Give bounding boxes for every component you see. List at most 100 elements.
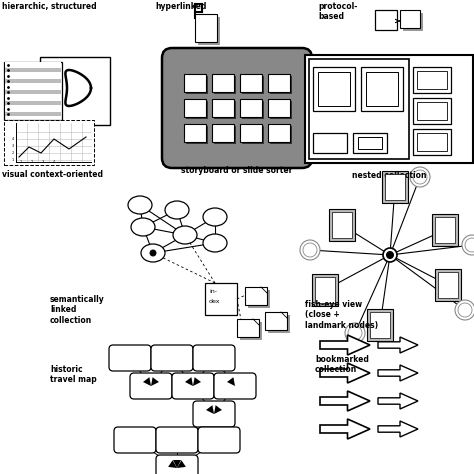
FancyBboxPatch shape xyxy=(151,345,193,371)
FancyBboxPatch shape xyxy=(353,133,387,153)
FancyBboxPatch shape xyxy=(268,315,290,333)
FancyBboxPatch shape xyxy=(156,455,198,474)
Polygon shape xyxy=(378,365,418,381)
Polygon shape xyxy=(185,377,193,386)
FancyBboxPatch shape xyxy=(184,124,206,142)
FancyBboxPatch shape xyxy=(413,129,451,155)
Polygon shape xyxy=(378,337,418,353)
FancyBboxPatch shape xyxy=(403,13,423,31)
Text: 2: 2 xyxy=(12,151,14,155)
Circle shape xyxy=(300,240,320,260)
Ellipse shape xyxy=(128,196,152,214)
FancyBboxPatch shape xyxy=(214,76,236,94)
FancyBboxPatch shape xyxy=(305,55,473,163)
FancyBboxPatch shape xyxy=(358,137,382,149)
Text: in-: in- xyxy=(209,289,217,294)
FancyBboxPatch shape xyxy=(248,290,270,308)
Text: 3: 3 xyxy=(12,144,14,148)
FancyBboxPatch shape xyxy=(270,126,292,144)
FancyBboxPatch shape xyxy=(109,345,151,371)
Circle shape xyxy=(345,323,365,343)
FancyBboxPatch shape xyxy=(214,126,236,144)
FancyBboxPatch shape xyxy=(5,90,61,94)
Polygon shape xyxy=(320,335,370,355)
FancyBboxPatch shape xyxy=(172,373,214,399)
Circle shape xyxy=(348,326,362,340)
FancyBboxPatch shape xyxy=(186,126,208,144)
FancyBboxPatch shape xyxy=(413,67,451,93)
FancyBboxPatch shape xyxy=(214,373,256,399)
FancyBboxPatch shape xyxy=(5,79,61,83)
FancyBboxPatch shape xyxy=(413,98,451,124)
FancyBboxPatch shape xyxy=(312,274,338,306)
FancyBboxPatch shape xyxy=(184,99,206,117)
Polygon shape xyxy=(378,393,418,409)
FancyBboxPatch shape xyxy=(212,99,234,117)
FancyBboxPatch shape xyxy=(195,14,217,42)
Polygon shape xyxy=(227,377,235,386)
FancyBboxPatch shape xyxy=(370,312,390,338)
Polygon shape xyxy=(177,460,186,468)
Circle shape xyxy=(150,250,156,256)
Ellipse shape xyxy=(141,244,165,262)
FancyBboxPatch shape xyxy=(156,427,198,453)
Polygon shape xyxy=(320,391,370,411)
FancyBboxPatch shape xyxy=(5,67,61,72)
Text: hyperlinked: hyperlinked xyxy=(155,2,206,11)
FancyBboxPatch shape xyxy=(240,74,262,92)
Text: 1: 1 xyxy=(20,160,22,164)
FancyBboxPatch shape xyxy=(240,124,262,142)
FancyBboxPatch shape xyxy=(242,126,264,144)
Ellipse shape xyxy=(173,226,197,244)
Ellipse shape xyxy=(203,208,227,226)
FancyBboxPatch shape xyxy=(193,401,235,427)
Circle shape xyxy=(383,248,397,262)
Text: 4: 4 xyxy=(53,160,55,164)
FancyBboxPatch shape xyxy=(212,124,234,142)
FancyBboxPatch shape xyxy=(382,171,408,203)
FancyBboxPatch shape xyxy=(214,101,236,119)
FancyBboxPatch shape xyxy=(5,73,61,78)
Polygon shape xyxy=(151,377,159,386)
Text: 4: 4 xyxy=(12,137,14,141)
Circle shape xyxy=(386,251,394,259)
Text: semantically
linked
collection: semantically linked collection xyxy=(50,295,105,325)
FancyBboxPatch shape xyxy=(193,345,235,371)
Polygon shape xyxy=(173,460,181,468)
Polygon shape xyxy=(320,419,370,439)
Circle shape xyxy=(303,243,317,257)
FancyBboxPatch shape xyxy=(332,212,352,238)
FancyBboxPatch shape xyxy=(5,111,61,116)
FancyBboxPatch shape xyxy=(186,101,208,119)
Circle shape xyxy=(410,167,430,187)
Text: nested collection: nested collection xyxy=(352,171,426,180)
FancyBboxPatch shape xyxy=(318,72,350,106)
FancyBboxPatch shape xyxy=(265,312,287,330)
FancyBboxPatch shape xyxy=(198,17,220,45)
FancyBboxPatch shape xyxy=(315,277,335,303)
Text: storyboard or slide sorter: storyboard or slide sorter xyxy=(182,166,292,175)
Text: dex: dex xyxy=(209,299,220,304)
Polygon shape xyxy=(206,405,214,414)
Polygon shape xyxy=(378,421,418,437)
FancyBboxPatch shape xyxy=(313,133,347,153)
Ellipse shape xyxy=(131,218,155,236)
FancyBboxPatch shape xyxy=(438,272,458,298)
FancyBboxPatch shape xyxy=(130,373,172,399)
FancyBboxPatch shape xyxy=(212,74,234,92)
FancyBboxPatch shape xyxy=(361,67,403,111)
Circle shape xyxy=(455,300,474,320)
Text: fish-eye view
(close +
landmark nodes): fish-eye view (close + landmark nodes) xyxy=(305,300,378,330)
Text: protocol-
based: protocol- based xyxy=(318,2,357,21)
FancyBboxPatch shape xyxy=(313,67,355,111)
FancyBboxPatch shape xyxy=(205,283,237,315)
Text: 2: 2 xyxy=(31,160,33,164)
FancyBboxPatch shape xyxy=(435,217,455,243)
FancyBboxPatch shape xyxy=(329,209,355,241)
Text: visual context-oriented: visual context-oriented xyxy=(2,170,103,179)
FancyBboxPatch shape xyxy=(375,10,397,30)
FancyBboxPatch shape xyxy=(162,48,312,168)
FancyBboxPatch shape xyxy=(366,72,398,106)
FancyBboxPatch shape xyxy=(385,174,405,200)
Circle shape xyxy=(458,303,472,317)
